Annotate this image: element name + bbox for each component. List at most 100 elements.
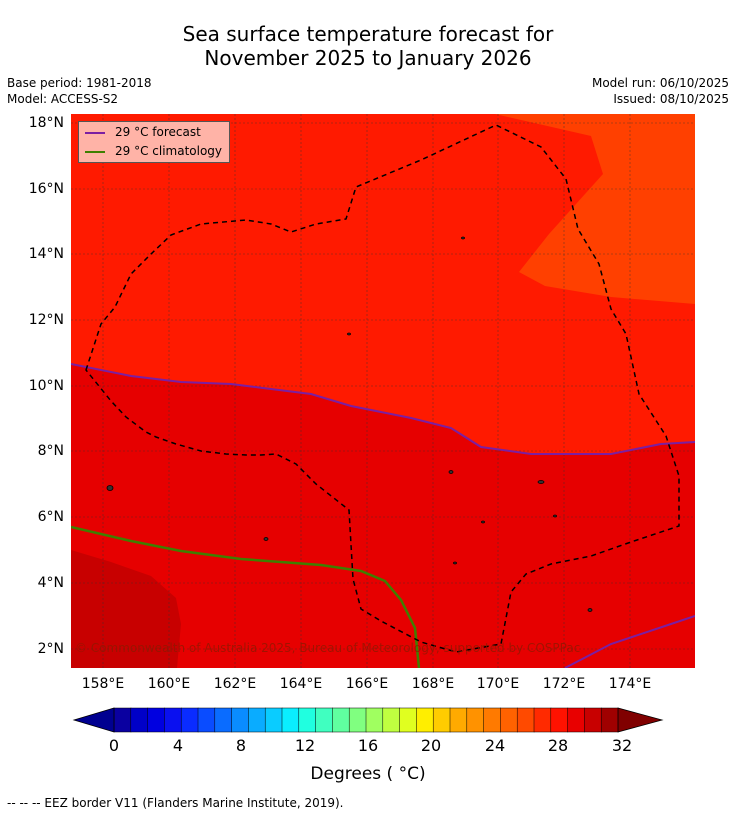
colorbar-segment [567, 707, 585, 733]
colorbar-segment [197, 707, 216, 733]
copyright-notice: © Commonwealth of Australia 2025, Bureau… [75, 641, 581, 655]
lat-tick-16n: 16°N [28, 181, 64, 197]
sst-map-svg [71, 114, 695, 668]
colorbar-segment [399, 707, 417, 733]
meta-left: Base period: 1981-2018 Model: ACCESS-S2 [7, 75, 152, 107]
base-period: Base period: 1981-2018 [7, 76, 152, 90]
colorbar-segment [214, 707, 233, 733]
colorbar-segment [416, 707, 434, 733]
chart-title-line1: Sea surface temperature forecast for [182, 22, 554, 46]
legend-climatology-label: 29 °C climatology [115, 144, 223, 158]
colorbar-segment [432, 707, 451, 733]
colorbar-segment [231, 707, 249, 733]
colorbar-segment [248, 707, 266, 733]
island-e [448, 470, 454, 474]
colorbar-tick-12: 12 [294, 736, 316, 755]
model-name: Model: ACCESS-S2 [7, 92, 119, 106]
islands [106, 236, 593, 612]
colorbar-segment [164, 707, 182, 733]
climatology-line-swatch [85, 150, 105, 153]
colorbar-tick-8: 8 [235, 736, 247, 755]
lat-tick-2n: 2°N [37, 641, 64, 657]
colorbar-tick-4: 4 [172, 736, 184, 755]
island-j [453, 561, 457, 565]
legend-item-climatology: 29 °C climatology [79, 142, 229, 161]
colorbar-under-arrow [72, 707, 115, 733]
colorbar-segment [500, 707, 518, 733]
forecast-29c-contour-south [564, 615, 695, 668]
colorbar-segment [600, 707, 619, 733]
colorbar-segment [130, 707, 149, 733]
colorbar-segment [180, 707, 199, 733]
lon-tick-158e: 158°E [81, 676, 125, 692]
lon-tick-172e: 172°E [542, 676, 586, 692]
lat-tick-4n: 4°N [37, 575, 64, 591]
colorbar-segment [264, 707, 283, 733]
colorbar-over-arrow [617, 707, 664, 733]
lon-tick-170e: 170°E [476, 676, 520, 692]
legend-forecast-label: 29 °C forecast [115, 125, 201, 139]
climatology-29c-contour [71, 525, 421, 668]
colorbar-segment [550, 707, 569, 733]
eez-border [85, 124, 680, 653]
chart-title-line2: November 2025 to January 2026 [204, 46, 532, 70]
colorbar-segment [147, 707, 165, 733]
meta-right: Model run: 06/10/2025 Issued: 08/10/2025 [592, 75, 729, 107]
island-g [537, 480, 545, 484]
eez-footnote: -- -- -- EEZ border V11 (Flanders Marine… [7, 796, 344, 810]
colorbar-segment [348, 707, 367, 733]
lon-tick-162e: 162°E [213, 676, 257, 692]
sst-field-south [71, 364, 695, 668]
island-a [106, 485, 114, 491]
forecast-29c-contour-north [71, 363, 695, 455]
lat-tick-18n: 18°N [28, 115, 64, 131]
colorbar [72, 707, 664, 733]
colorbar-segment [332, 707, 350, 733]
sst-map[interactable] [71, 114, 695, 668]
colorbar-segment [584, 707, 602, 733]
colorbar-tick-16: 16 [357, 736, 379, 755]
sst-field-warm-strip [495, 114, 695, 304]
lat-tick-8n: 8°N [37, 443, 64, 459]
lat-tick-12n: 12°N [28, 312, 64, 328]
island-d [347, 332, 351, 336]
lon-tick-166e: 166°E [345, 676, 389, 692]
colorbar-segment [113, 707, 132, 733]
island-h [553, 514, 557, 518]
colorbar-tick-20: 20 [420, 736, 442, 755]
island-c [461, 236, 465, 240]
colorbar-segment [449, 707, 468, 733]
forecast-line-swatch [85, 131, 105, 134]
lat-tick-6n: 6°N [37, 509, 64, 525]
colorbar-tick-28: 28 [547, 736, 569, 755]
colorbar-tick-24: 24 [484, 736, 506, 755]
lon-tick-164e: 164°E [279, 676, 323, 692]
colorbar-segment [315, 707, 333, 733]
lon-tick-174e: 174°E [608, 676, 652, 692]
lon-tick-160e: 160°E [147, 676, 191, 692]
colorbar-label: Degrees ( °C) [310, 764, 426, 784]
colorbar-tick-0: 0 [108, 736, 120, 755]
colorbar-segment [483, 707, 501, 733]
issued-date: Issued: 08/10/2025 [613, 92, 729, 106]
island-b [263, 537, 269, 541]
colorbar-segment [533, 707, 552, 733]
lon-tick-168e: 168°E [411, 676, 455, 692]
lat-tick-10n: 10°N [28, 378, 64, 394]
colorbar-segment [466, 707, 485, 733]
colorbar-segment [298, 707, 317, 733]
island-f [481, 520, 485, 524]
colorbar-segments [113, 707, 619, 733]
model-run: Model run: 06/10/2025 [591, 76, 729, 90]
colorbar-segment [365, 707, 384, 733]
map-legend: 29 °C forecast 29 °C climatology [78, 121, 230, 163]
chart-title: Sea surface temperature forecast for Nov… [0, 22, 736, 70]
graticule [71, 114, 695, 668]
colorbar-segment [382, 707, 401, 733]
colorbar-segment [516, 707, 535, 733]
lat-tick-14n: 14°N [28, 246, 64, 262]
legend-item-forecast: 29 °C forecast [79, 123, 229, 142]
colorbar-tick-32: 32 [611, 736, 633, 755]
colorbar-segment [281, 707, 300, 733]
sst-field-far-south [71, 550, 181, 668]
